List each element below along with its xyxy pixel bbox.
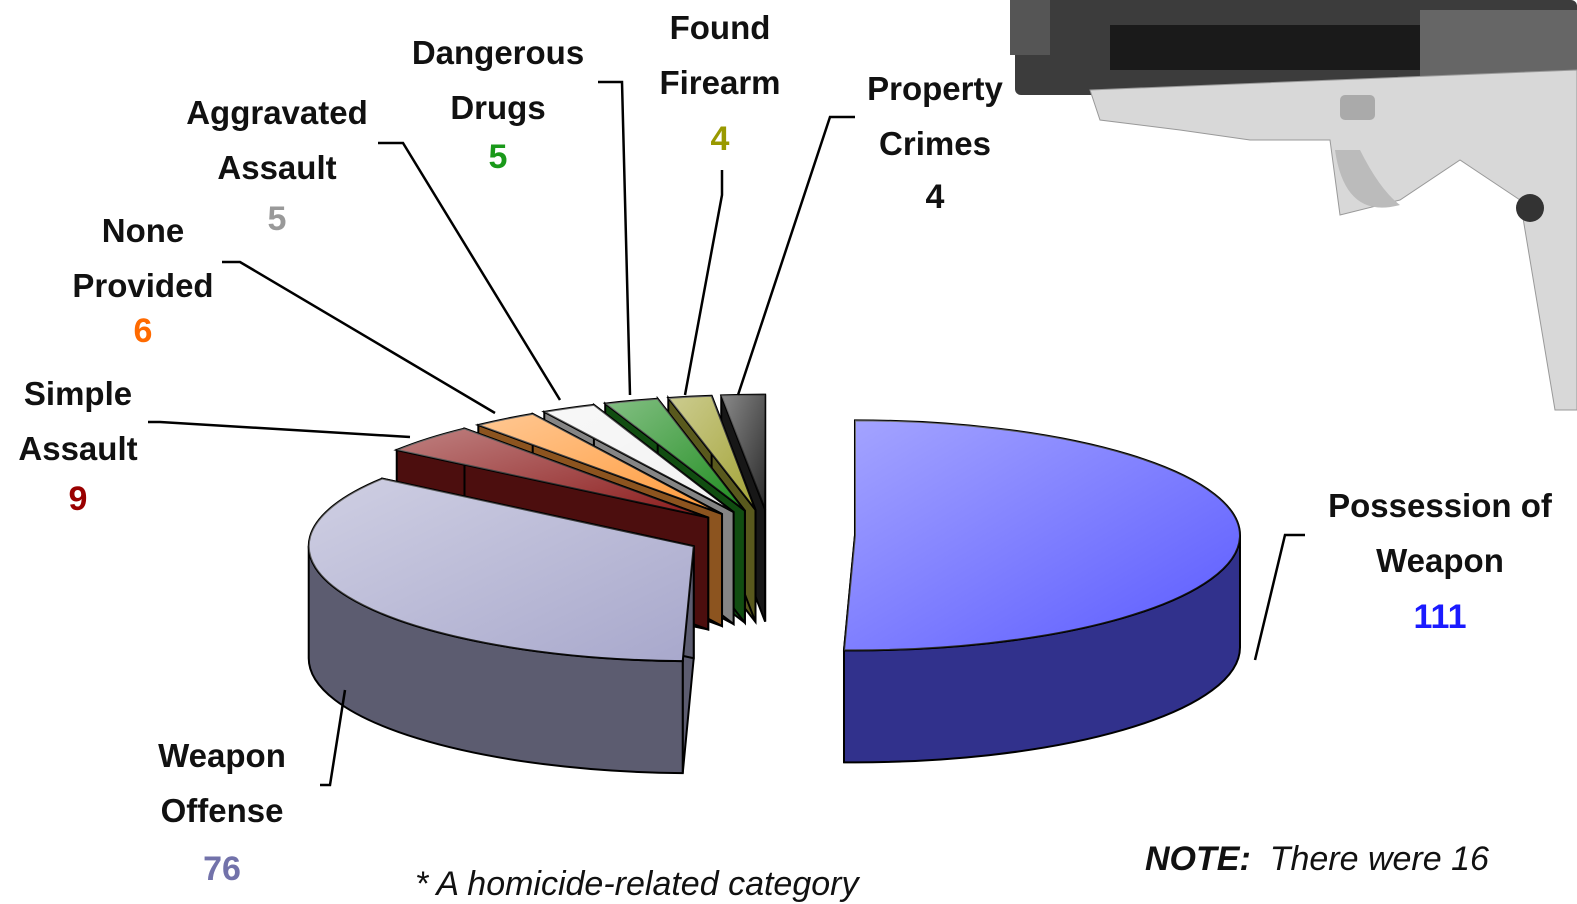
leader-lines bbox=[148, 80, 1305, 787]
leader-line bbox=[736, 115, 855, 396]
footnote: * A homicide-related category bbox=[415, 865, 859, 903]
leader-line bbox=[683, 170, 724, 396]
slice-side-shade bbox=[843, 535, 1240, 763]
slice-value: 5 bbox=[267, 200, 287, 238]
slice-highlight bbox=[721, 394, 766, 510]
pie bbox=[307, 393, 1241, 775]
slice bbox=[842, 419, 1241, 764]
note: NOTE: There were 16 bbox=[1145, 840, 1489, 879]
slice-label: Weapon Offense bbox=[158, 737, 286, 829]
slice-label: Simple Assault bbox=[18, 375, 138, 467]
slice-label: Aggravated Assault bbox=[186, 94, 368, 186]
note-text: There were 16 bbox=[1269, 840, 1489, 878]
slice-value: 9 bbox=[68, 480, 88, 518]
slice bbox=[307, 477, 695, 775]
leader-line bbox=[222, 260, 496, 415]
slice-highlight bbox=[396, 428, 709, 518]
slice-highlight bbox=[544, 404, 734, 513]
leader-line bbox=[1253, 533, 1305, 661]
slice-value: 6 bbox=[133, 312, 153, 350]
slice-highlight bbox=[843, 420, 1240, 651]
leader-line bbox=[320, 689, 347, 787]
leader-line bbox=[598, 80, 632, 396]
slice-value: 4 bbox=[925, 178, 945, 216]
slice-label: Dangerous Drugs bbox=[411, 34, 585, 126]
slice-label: None Provided bbox=[72, 212, 214, 304]
leader-line bbox=[148, 420, 411, 439]
slice-side-shade bbox=[308, 546, 683, 774]
slice-value: 111 bbox=[1413, 598, 1467, 636]
leader-line bbox=[378, 141, 562, 401]
slice-value: 76 bbox=[203, 850, 241, 888]
slice-highlight bbox=[308, 478, 694, 662]
slice-value: 4 bbox=[710, 120, 730, 158]
slice-highlight bbox=[668, 395, 756, 510]
slice-label: Property Crimes bbox=[867, 70, 1003, 162]
slice-label: Possession of Weapon bbox=[1328, 487, 1552, 579]
slice-highlight bbox=[478, 413, 723, 515]
note-label: NOTE: bbox=[1145, 840, 1251, 878]
slice-value: 5 bbox=[488, 138, 508, 176]
slice-label: Found Firearm bbox=[659, 9, 781, 101]
pistol-illustration bbox=[1010, 0, 1577, 411]
slice-highlight bbox=[605, 398, 745, 511]
